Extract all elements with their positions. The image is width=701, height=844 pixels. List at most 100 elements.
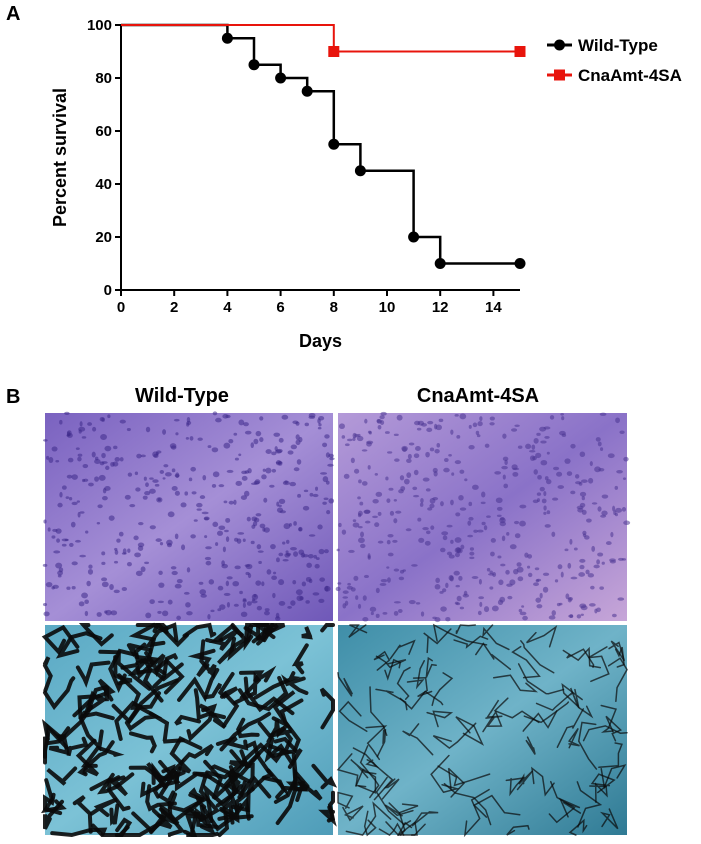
cell — [98, 474, 106, 481]
hypha — [273, 753, 298, 804]
cell — [71, 561, 78, 566]
cell — [540, 440, 547, 444]
cell — [96, 612, 102, 617]
hypha — [41, 624, 80, 656]
cell — [215, 417, 222, 423]
cell — [282, 559, 289, 562]
hypha — [337, 671, 353, 697]
cell — [393, 433, 399, 437]
cell — [96, 521, 101, 525]
hypha — [492, 674, 539, 693]
cell — [211, 447, 219, 453]
cell — [516, 562, 522, 567]
cell — [114, 549, 119, 555]
cell — [375, 491, 383, 497]
cell — [287, 606, 292, 609]
cell — [238, 453, 242, 457]
cell — [408, 442, 415, 446]
cell — [438, 418, 444, 423]
cell — [176, 578, 183, 584]
cell — [440, 606, 447, 612]
cell — [174, 490, 180, 496]
cell — [432, 467, 438, 473]
hypha — [523, 701, 570, 724]
cell — [235, 480, 243, 486]
cell — [225, 517, 231, 523]
cell — [475, 430, 480, 435]
cell — [554, 579, 559, 583]
cell — [367, 430, 372, 434]
hypha — [568, 818, 588, 836]
y-tick-label: 60 — [95, 123, 112, 140]
cell — [53, 550, 61, 554]
hypha — [425, 656, 437, 678]
cell — [488, 573, 495, 576]
cell — [42, 602, 48, 607]
hypha — [453, 635, 489, 649]
hypha — [567, 727, 580, 749]
cell — [513, 520, 520, 525]
cell — [420, 611, 425, 617]
cell — [246, 516, 251, 522]
cell — [491, 605, 499, 612]
cell — [454, 413, 459, 417]
cell — [303, 489, 309, 493]
cell — [322, 442, 328, 448]
cell — [393, 518, 398, 524]
cell — [451, 472, 455, 476]
cell — [469, 551, 475, 556]
cell — [467, 534, 473, 538]
hypha — [517, 663, 565, 695]
cell — [205, 546, 212, 550]
hypha — [406, 659, 426, 690]
cell — [388, 487, 394, 491]
cell — [357, 433, 361, 437]
cell — [338, 522, 342, 528]
hypha — [455, 716, 485, 746]
cell — [546, 451, 550, 455]
cell — [327, 463, 334, 467]
cell — [264, 610, 270, 616]
cell — [225, 414, 231, 419]
cell — [519, 611, 527, 616]
cell — [212, 471, 220, 478]
cell — [242, 599, 247, 603]
cell — [479, 601, 483, 607]
cell — [219, 604, 226, 610]
hypha — [381, 778, 400, 800]
hypha — [526, 625, 558, 648]
cell — [348, 549, 355, 553]
y-axis-title: Percent survival — [50, 88, 70, 227]
cell — [543, 491, 547, 497]
cell — [422, 477, 430, 482]
cell — [290, 600, 296, 606]
hypha — [146, 762, 186, 783]
cell — [362, 595, 367, 601]
cell — [171, 486, 178, 491]
hypha — [412, 676, 433, 698]
cell — [341, 435, 346, 439]
cell — [57, 502, 63, 508]
cell — [163, 464, 169, 468]
cell — [497, 555, 502, 559]
legend-marker — [554, 69, 565, 81]
cell — [88, 564, 93, 569]
legend-label: CnaAmt-4SA — [578, 66, 682, 85]
cell — [295, 589, 303, 596]
cell — [577, 507, 584, 513]
hypha — [605, 715, 623, 742]
cell — [323, 497, 329, 501]
hypha — [236, 717, 260, 739]
cell — [317, 524, 323, 530]
cell — [317, 426, 322, 430]
cell — [525, 443, 532, 449]
hypha — [77, 740, 115, 777]
cell — [405, 528, 412, 532]
cell — [218, 525, 226, 530]
cell — [276, 501, 280, 507]
hypha — [359, 745, 380, 799]
cell — [336, 548, 340, 552]
cell — [617, 597, 625, 601]
cell — [459, 469, 465, 474]
hypha — [337, 791, 354, 809]
